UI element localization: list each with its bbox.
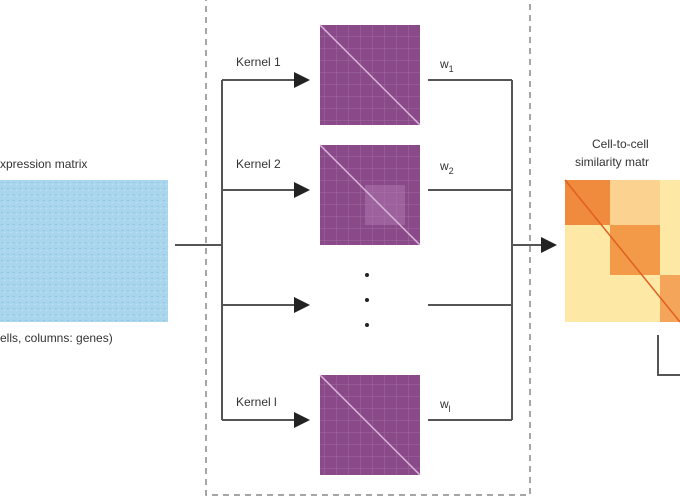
weight-label: w1 bbox=[439, 57, 454, 74]
input-caption: ells, columns: genes) bbox=[0, 331, 113, 345]
kernel-box bbox=[205, 0, 531, 496]
connector bbox=[657, 335, 680, 376]
kernel-label: Kernel 1 bbox=[236, 55, 281, 69]
weight-label: wl bbox=[439, 397, 451, 414]
output-title: Cell-to-cell bbox=[592, 137, 649, 151]
kernel-heatmap bbox=[319, 144, 421, 246]
similarity-matrix bbox=[564, 179, 680, 323]
weight-label: w2 bbox=[439, 159, 454, 176]
connector bbox=[175, 80, 223, 420]
kernel-label: Kernel l bbox=[236, 395, 277, 409]
kernel-heatmap bbox=[319, 374, 421, 476]
kernel-label: Kernel 2 bbox=[236, 157, 281, 171]
connector bbox=[428, 79, 513, 421]
input-title: xpression matrix bbox=[0, 157, 87, 171]
kernel-heatmap bbox=[319, 24, 421, 126]
output-title: similarity matr bbox=[575, 155, 649, 169]
ellipsis bbox=[365, 273, 369, 327]
expression-matrix bbox=[0, 180, 168, 322]
